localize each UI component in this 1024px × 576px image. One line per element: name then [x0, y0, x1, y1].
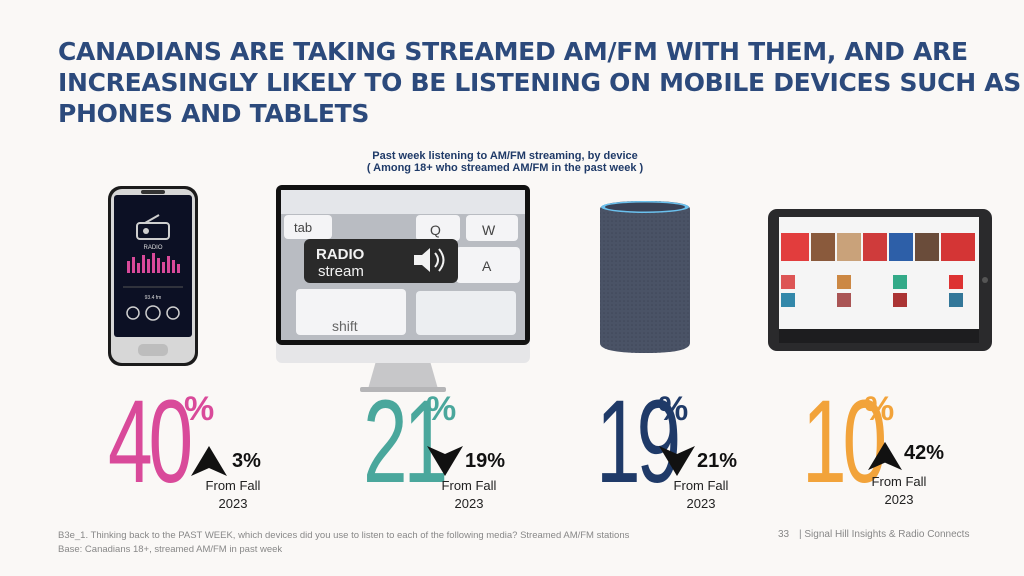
stat-value: 21 [363, 376, 448, 508]
subtitle-line: Past week listening to AM/FM streaming, … [372, 150, 638, 162]
smart-speaker-icon [598, 199, 692, 355]
slide-title: CANADIANS ARE TAKING STREAMED AM/FM WITH… [58, 36, 1021, 129]
period-line: From Fall [871, 474, 927, 489]
up-arrow-icon [191, 446, 227, 476]
key-a-label: A [482, 258, 492, 274]
period-line: 2023 [454, 496, 484, 511]
source-credit: | Signal Hill Insights & Radio Connects [799, 529, 970, 540]
key-shift-label: shift [332, 318, 358, 334]
key-q-label: Q [430, 222, 441, 238]
period-line: From Fall [441, 478, 497, 493]
change-value: 3% [232, 450, 261, 472]
change-period: From Fall 2023 [859, 473, 939, 509]
period-line: From Fall [205, 478, 261, 493]
stat-percent-sign: % [426, 390, 457, 428]
period-line: 2023 [218, 496, 248, 511]
tablet-icon [768, 209, 992, 351]
change-value: 21% [697, 450, 738, 472]
down-arrow-icon [427, 446, 463, 476]
key-tab-label: tab [294, 220, 312, 235]
change-value: 19% [465, 450, 506, 472]
change-period: From Fall 2023 [429, 477, 509, 513]
key-w-label: W [482, 222, 496, 238]
period-line: 2023 [884, 492, 914, 507]
change-period: From Fall 2023 [193, 477, 273, 513]
period-line: From Fall [673, 478, 729, 493]
footnote: B3e_1. Thinking back to the PAST WEEK, w… [58, 529, 629, 557]
title-line: CANADIANS ARE TAKING STREAMED AM/FM WITH… [58, 37, 968, 66]
stat-percent-sign: % [184, 390, 215, 428]
footnote-line: Base: Canadians 18+, streamed AM/FM in p… [58, 544, 283, 555]
phone-screen-label: RADIO [143, 245, 162, 251]
chart-subtitle: Past week listening to AM/FM streaming, … [300, 150, 710, 174]
stat-percent-sign: % [658, 390, 689, 428]
stat-percent-sign: % [864, 390, 895, 428]
key-stream-label: stream [318, 263, 364, 280]
up-arrow-icon [868, 441, 902, 471]
change-value: 42% [904, 442, 945, 464]
key-radio-label: RADIO [316, 246, 365, 263]
subtitle-line: ( Among 18+ who streamed AM/FM in the pa… [366, 162, 644, 174]
smartphone-icon: RADIO 93.4 fm [107, 185, 199, 367]
footnote-line: B3e_1. Thinking back to the PAST WEEK, w… [58, 530, 630, 541]
title-line: INCREASINGLY LIKELY TO BE LISTENING ON M… [58, 68, 1021, 97]
change-period: From Fall 2023 [661, 477, 741, 513]
period-line: 2023 [686, 496, 716, 511]
stat-value: 10 [802, 376, 887, 508]
desktop-monitor-icon: tab Q W A RADIO stream shift [276, 185, 530, 393]
page-number: 33 [778, 529, 790, 540]
phone-frequency: 93.4 fm [145, 295, 162, 301]
title-line: PHONES AND TABLETS [58, 99, 370, 128]
down-arrow-icon [659, 446, 695, 476]
stat-value: 40 [108, 376, 193, 508]
stat-value: 19 [596, 376, 681, 508]
